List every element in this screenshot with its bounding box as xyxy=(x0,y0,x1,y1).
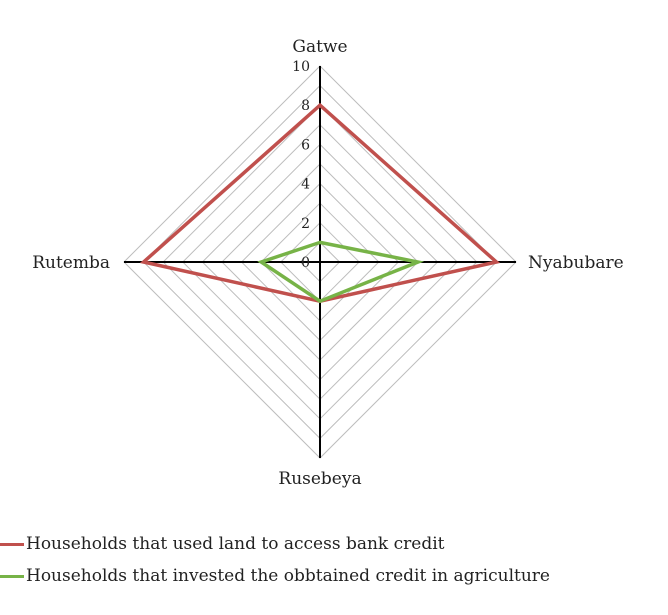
radial-tick-labels: 0 2 4 6 8 10 xyxy=(292,59,310,271)
legend-swatch-credit-agriculture xyxy=(0,574,24,578)
radar-chart: 0 2 4 6 8 10 Gatwe Nyabubare Rusebeya Rutemba xyxy=(32,37,623,489)
category-label: Gatwe xyxy=(292,37,347,57)
radar-axes xyxy=(124,66,516,458)
category-label: Rutemba xyxy=(32,253,110,273)
series-line-1 xyxy=(257,240,425,304)
tick-label: 0 xyxy=(301,255,310,271)
tick-label: 6 xyxy=(301,137,310,153)
category-labels: Gatwe Nyabubare Rusebeya Rutemba xyxy=(32,37,623,489)
legend: Households that used land to access bank… xyxy=(0,528,668,592)
tick-label: 4 xyxy=(301,177,310,193)
legend-label-credit-agriculture: Households that invested the obbtained c… xyxy=(26,566,550,586)
tick-label: 8 xyxy=(301,98,310,114)
category-label: Nyabubare xyxy=(528,253,624,273)
legend-swatch-land-credit xyxy=(0,542,24,546)
category-label: Rusebeya xyxy=(278,469,361,489)
radar-series xyxy=(139,102,501,304)
legend-item-land-credit: Households that used land to access bank… xyxy=(0,528,668,560)
tick-label: 10 xyxy=(292,59,310,75)
tick-label: 2 xyxy=(301,216,310,232)
legend-item-credit-agriculture: Households that invested the obbtained c… xyxy=(0,560,668,592)
legend-label-land-credit: Households that used land to access bank… xyxy=(26,534,445,554)
